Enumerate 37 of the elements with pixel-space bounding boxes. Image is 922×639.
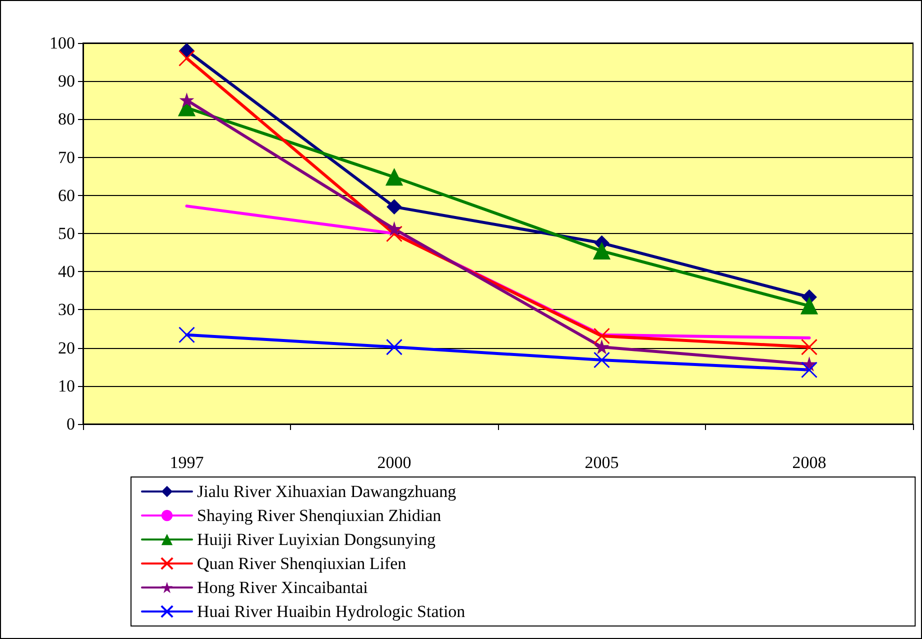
point: [800, 297, 818, 314]
y-tick-label: 50: [58, 224, 75, 243]
y-tick-label: 60: [58, 186, 75, 205]
point: [595, 340, 608, 354]
point: [178, 50, 195, 66]
y-tick-label: 100: [50, 34, 75, 52]
point: [594, 352, 610, 368]
legend-label: Huai River Huaibin Hydrologic Station: [197, 602, 466, 621]
legend-label: Jialu River Xihuaxian Dawangzhuang: [197, 482, 457, 501]
y-tick-label: 40: [58, 262, 75, 282]
x-tick-label: 1997: [170, 453, 204, 472]
x-tick-label: 2005: [584, 453, 619, 472]
y-tick-label: 80: [58, 110, 75, 129]
y-tick-label: 10: [58, 376, 75, 396]
point: [388, 222, 401, 236]
point: [593, 242, 610, 260]
y-tick-label: 0: [66, 414, 75, 434]
legend-label: Huiji River Luyixian Dongsunying: [197, 530, 436, 549]
y-tick-label: 70: [58, 148, 75, 167]
point: [801, 338, 818, 356]
point: [386, 199, 402, 214]
legend-label: Hong River Xincaibantai: [197, 578, 368, 597]
y-tick-label: 30: [58, 300, 75, 320]
x-tick-label: 2000: [377, 453, 412, 472]
point: [801, 362, 818, 378]
point: [180, 94, 194, 107]
y-tick-label: 90: [58, 72, 75, 91]
point: [386, 168, 403, 186]
point: [178, 326, 195, 344]
legend-label: Shaying River Shenqiuxian Zhidian: [197, 506, 442, 525]
point: [594, 328, 610, 344]
point: [386, 226, 402, 242]
point: [386, 338, 402, 356]
point: [802, 358, 816, 371]
legend-label: Quan River Shenqiuxian Lifen: [197, 554, 407, 573]
x-tick-label: 2008: [792, 453, 826, 472]
y-tick-label: 20: [58, 338, 75, 358]
